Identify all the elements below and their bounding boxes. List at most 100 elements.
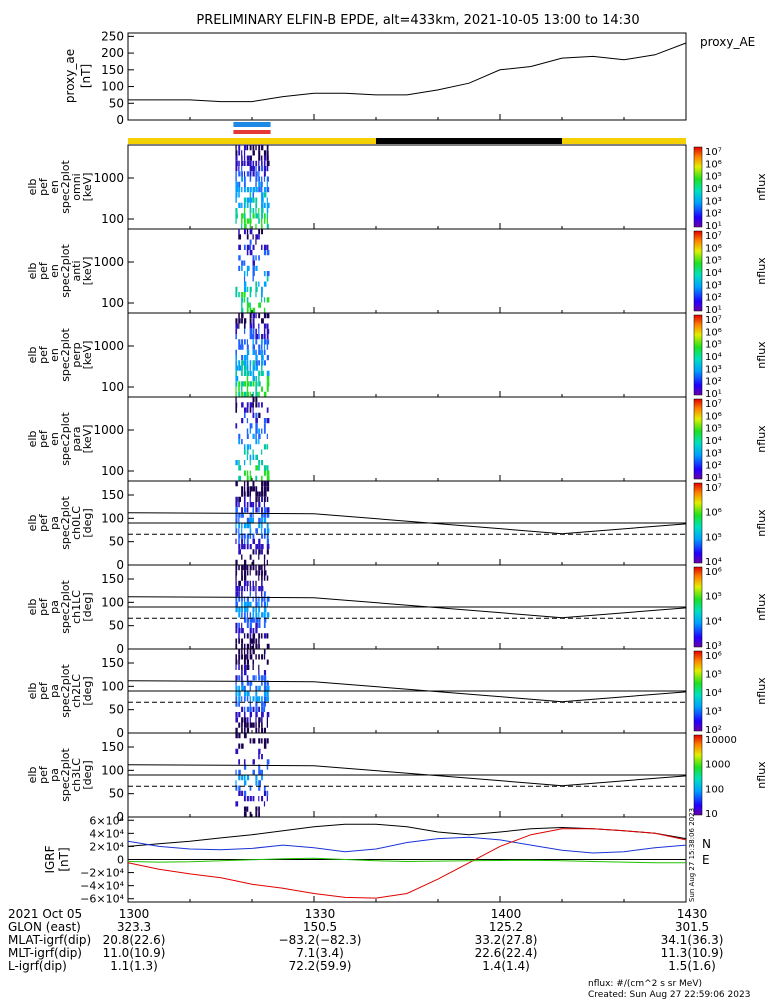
spectrogram-cell	[246, 155, 250, 161]
spectrogram-cell	[252, 307, 256, 313]
spectrogram-cell	[241, 638, 244, 644]
proxy-ae-frame	[127, 32, 687, 121]
spectrogram-cell	[266, 344, 269, 350]
spectrogram-cell	[255, 612, 258, 618]
spectrogram-cell	[266, 418, 270, 424]
spectrogram-cell	[263, 428, 266, 434]
spectrogram-cell	[261, 680, 263, 686]
spectrogram-cell	[261, 675, 264, 681]
proxy-ae-series-line	[128, 42, 687, 103]
spectrogram-cell	[255, 565, 257, 571]
spectrogram-cell	[246, 160, 250, 166]
annotation-value: 125.2	[489, 920, 523, 934]
spectrogram-cell	[235, 397, 237, 403]
spectrogram-cell	[243, 323, 246, 329]
spectrogram-cell	[266, 323, 269, 329]
spectrogram-cell	[238, 638, 240, 644]
spectrogram-cell	[261, 475, 263, 481]
spectrogram-cell	[266, 680, 269, 686]
proxy-ae-ylabel: proxy_ae	[63, 49, 77, 103]
panel-ch1LC-ylabel: ch1LC	[70, 590, 83, 624]
spectrogram-cell	[246, 586, 248, 592]
spectrogram-cell	[252, 328, 255, 334]
panel-ch0LC-ylabel: [deg]	[81, 508, 94, 537]
colorbar-tick-label: 10⁷	[705, 483, 722, 494]
spectrogram-cell	[258, 796, 260, 802]
spectrogram-cell	[238, 292, 240, 298]
spectrogram-cell	[263, 727, 267, 733]
colorbar-tick-label: 10⁶	[705, 508, 722, 519]
spectrogram-cell	[255, 334, 259, 340]
spectrogram-cell	[246, 533, 250, 539]
spectrogram-cell	[258, 176, 261, 182]
spectrogram-cell	[249, 633, 252, 639]
panel-para-spectrogram	[235, 397, 270, 481]
spectrogram-cell	[263, 155, 267, 161]
spectrogram-cell	[249, 628, 252, 634]
spectrogram-cell	[249, 785, 252, 791]
colorbar-tick-label: 10⁵	[705, 340, 722, 351]
spectrogram-cell	[238, 496, 241, 502]
panel-ch2LC-ylabel: elb	[26, 683, 39, 700]
loss-cone-line	[127, 596, 687, 619]
spectrogram-cell	[266, 486, 270, 492]
colorbar-tick-label: 10²	[705, 293, 722, 304]
spectrogram-cell	[238, 586, 241, 592]
spectrogram-cell	[252, 502, 255, 508]
spectrogram-cell	[255, 376, 258, 382]
spectrogram-cell	[266, 790, 269, 796]
spectrogram-cell	[235, 780, 237, 786]
ytick-label: 100	[101, 380, 124, 394]
spectrogram-cell	[235, 654, 237, 660]
sector-segment	[128, 138, 376, 144]
spectrogram-cell	[241, 649, 243, 655]
spectrogram-cell	[266, 612, 270, 618]
spectrogram-cell	[246, 428, 249, 434]
spectrogram-cell	[238, 596, 241, 602]
spectrogram-cell	[243, 759, 246, 765]
spectrogram-cell	[241, 790, 244, 796]
spectrogram-cell	[243, 659, 246, 665]
spectrogram-cell	[238, 360, 240, 366]
spectrogram-cell	[263, 502, 266, 508]
colorbar-tick-label: 10³	[705, 280, 722, 291]
spectrogram-cell	[266, 444, 269, 450]
spectrogram-cell	[261, 591, 263, 597]
spectrogram-cell	[241, 706, 244, 712]
annotation-value: 1.1(1.3)	[110, 959, 158, 973]
spectrogram-cell	[241, 360, 244, 366]
spectrogram-cell	[261, 402, 263, 408]
spectrogram-cell	[249, 223, 251, 229]
spectrogram-cell	[266, 764, 269, 770]
spectrogram-cell	[243, 523, 247, 529]
spectrogram-cell	[266, 575, 269, 581]
spectrogram-cell	[255, 418, 258, 424]
colorbar-tick-label: 10³	[705, 196, 722, 207]
spectrogram-cell	[249, 554, 252, 560]
spectrogram-cell	[243, 407, 247, 413]
spectrogram-cell	[255, 607, 258, 613]
spectrogram-cell	[258, 738, 261, 744]
spectrogram-cell	[252, 376, 255, 382]
spectrogram-cell	[252, 365, 255, 371]
spectrogram-cell	[235, 150, 238, 156]
spectrogram-cell	[252, 759, 255, 765]
spectrogram-cell	[249, 218, 252, 224]
spectrogram-cell	[241, 586, 244, 592]
spectrogram-cell	[263, 607, 267, 613]
colorbar-ch1LC	[693, 566, 703, 648]
spectrogram-cell	[258, 391, 260, 397]
spectrogram-cell	[249, 475, 252, 481]
ytick-label: 0	[116, 642, 124, 656]
spectrogram-cell	[235, 496, 238, 502]
panel-perp-ylabel: elb	[26, 347, 39, 364]
spectrogram-cell	[252, 449, 254, 455]
spectrogram-cell	[255, 712, 258, 718]
spectrogram-cell	[246, 654, 249, 660]
spectrogram-cell	[238, 701, 240, 707]
spectrogram-cell	[258, 496, 260, 502]
spectrogram-cell	[246, 302, 250, 308]
spectrogram-cell	[246, 517, 250, 523]
colorbar-tick-label: 10	[705, 809, 718, 820]
spectrogram-cell	[238, 733, 241, 739]
